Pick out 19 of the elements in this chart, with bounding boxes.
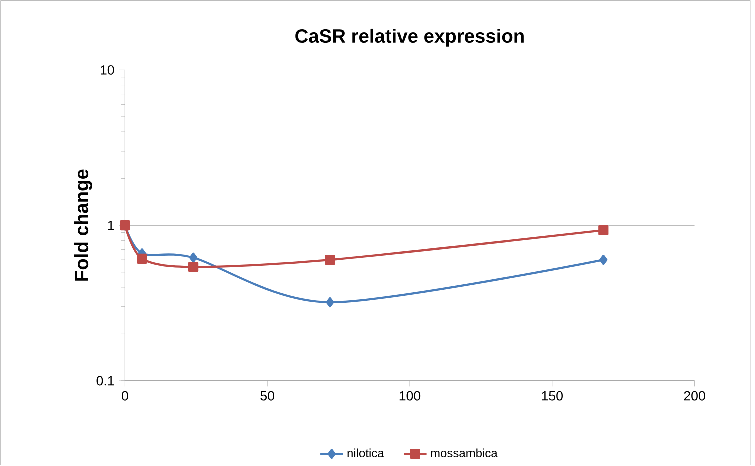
y-tick-label: 10 <box>101 65 114 75</box>
point <box>188 262 199 272</box>
legend-label: nilotica <box>348 448 384 458</box>
point <box>326 297 334 308</box>
point <box>325 254 336 266</box>
point <box>137 254 148 264</box>
x-tick-label: 150 <box>542 391 563 401</box>
point <box>600 254 608 266</box>
x-tick-label: 200 <box>684 391 706 401</box>
x-tick-label: 0 <box>122 391 128 401</box>
chart-title: CaSR relative expression <box>296 28 524 47</box>
x-tick-label: 50 <box>260 391 274 401</box>
x-tick-label: 100 <box>400 391 421 401</box>
y-axis-title: Fold change <box>74 170 92 281</box>
y-tick-label: 0.1 <box>96 376 114 386</box>
legend-label: mossambica <box>431 448 498 458</box>
point <box>598 225 609 236</box>
y-tick-label: 1 <box>108 220 114 230</box>
point <box>189 252 198 263</box>
